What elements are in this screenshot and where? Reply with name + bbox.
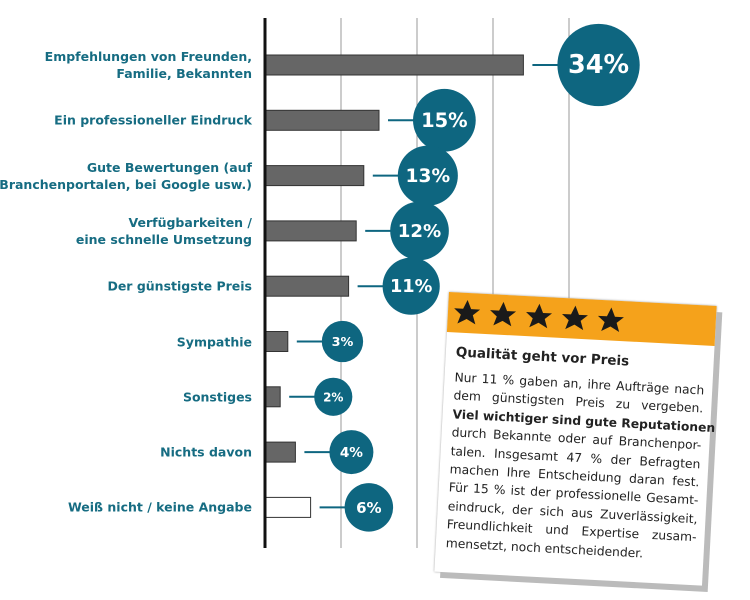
category-label: Nichts davon xyxy=(160,444,252,460)
value-bubble xyxy=(413,88,476,152)
category-label: Der günstigste Preis xyxy=(107,278,252,294)
category-label: Sonstiges xyxy=(182,389,252,405)
value-label: 11% xyxy=(390,277,433,297)
rating-strip xyxy=(446,292,717,346)
category-label: Verfügbarkeiten / eine schnelle Umsetzun… xyxy=(75,214,252,247)
value-bubble xyxy=(344,483,394,532)
bar xyxy=(264,109,380,131)
bar xyxy=(264,165,365,187)
note-title: Qualität geht vor Preis xyxy=(455,344,630,370)
value-label: 13% xyxy=(406,166,451,187)
value-label: 6% xyxy=(356,499,382,517)
category-label: Sympathie xyxy=(176,334,252,349)
category-label: Ein professioneller Eindruck xyxy=(54,112,252,128)
value-bubble xyxy=(314,377,353,416)
note-card: Qualität geht vor Preis Nur 11 % gaben a… xyxy=(434,292,717,586)
bar xyxy=(264,54,524,76)
bar xyxy=(264,496,312,518)
value-label: 2% xyxy=(323,390,343,404)
bar xyxy=(264,220,357,242)
value-bubble xyxy=(382,257,440,315)
value-label: 4% xyxy=(340,445,363,461)
value-label: 12% xyxy=(398,221,441,242)
note-body: Nur 11 % gaben an, ihre Aufträge nach dem… xyxy=(435,368,716,566)
value-label: 3% xyxy=(332,335,354,350)
category-label: Weiß nicht / keine Angabe xyxy=(67,499,252,515)
value-bubble xyxy=(321,320,364,363)
value-bubble xyxy=(397,145,458,206)
value-bubble xyxy=(329,430,374,475)
value-label: 34% xyxy=(568,50,629,80)
stars xyxy=(454,299,624,332)
bar xyxy=(264,331,289,352)
category-label: Empfehlungen von Freunden, Familie, Beka… xyxy=(44,49,252,81)
value-label: 15% xyxy=(421,109,468,132)
bar xyxy=(264,275,350,297)
value-bubble xyxy=(557,23,640,107)
category-label: Gute Bewertungen (auf Branchenportalen, … xyxy=(0,159,252,192)
bar xyxy=(264,386,281,408)
bar xyxy=(264,441,296,463)
value-bubble xyxy=(390,201,449,261)
